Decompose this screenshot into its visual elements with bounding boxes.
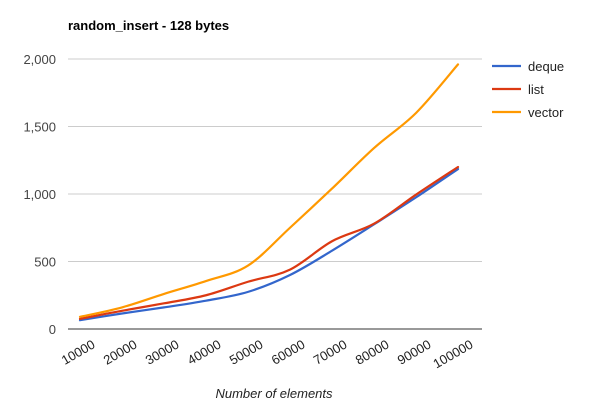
x-tick-label: 100000 — [430, 337, 475, 372]
x-tick-label: 80000 — [353, 337, 392, 368]
series-lines — [78, 63, 460, 322]
x-tick-label: 20000 — [101, 337, 140, 368]
gridlines — [68, 58, 482, 262]
x-tick-label: 10000 — [59, 337, 98, 368]
x-axis-label: Number of elements — [215, 386, 333, 401]
x-tick-label: 70000 — [311, 337, 350, 368]
legend[interactable]: deque list vector — [492, 59, 564, 120]
y-tick-label: 1,000 — [23, 187, 56, 202]
series-line-vector — [78, 63, 460, 318]
series-line-deque — [78, 167, 460, 322]
y-tick-label: 2,000 — [23, 52, 56, 67]
legend-label-deque: deque — [528, 59, 564, 74]
x-tick-label: 90000 — [395, 337, 434, 368]
y-tick-label: 500 — [34, 255, 56, 270]
y-tick-label: 0 — [49, 322, 56, 337]
series-line-list — [78, 165, 460, 320]
legend-label-vector: vector — [528, 105, 564, 120]
x-tick-label: 40000 — [185, 337, 224, 368]
x-tick-label: 60000 — [269, 337, 308, 368]
legend-label-list: list — [528, 82, 544, 97]
chart-title: random_insert - 128 bytes — [68, 18, 229, 33]
y-tick-label: 1,500 — [23, 120, 56, 135]
axes: 0 500 1,000 1,500 2,000 10000 20000 30000 40000 5… — [23, 52, 482, 371]
x-tick-label: 30000 — [143, 337, 182, 368]
x-tick-label: 50000 — [227, 337, 266, 368]
